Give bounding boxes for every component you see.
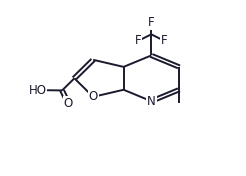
Text: HO: HO [29,84,46,97]
Text: N: N [147,95,156,108]
Text: F: F [148,16,154,29]
Text: O: O [89,90,98,103]
Text: O: O [64,97,73,110]
Text: F: F [135,34,141,47]
Text: F: F [161,34,168,47]
